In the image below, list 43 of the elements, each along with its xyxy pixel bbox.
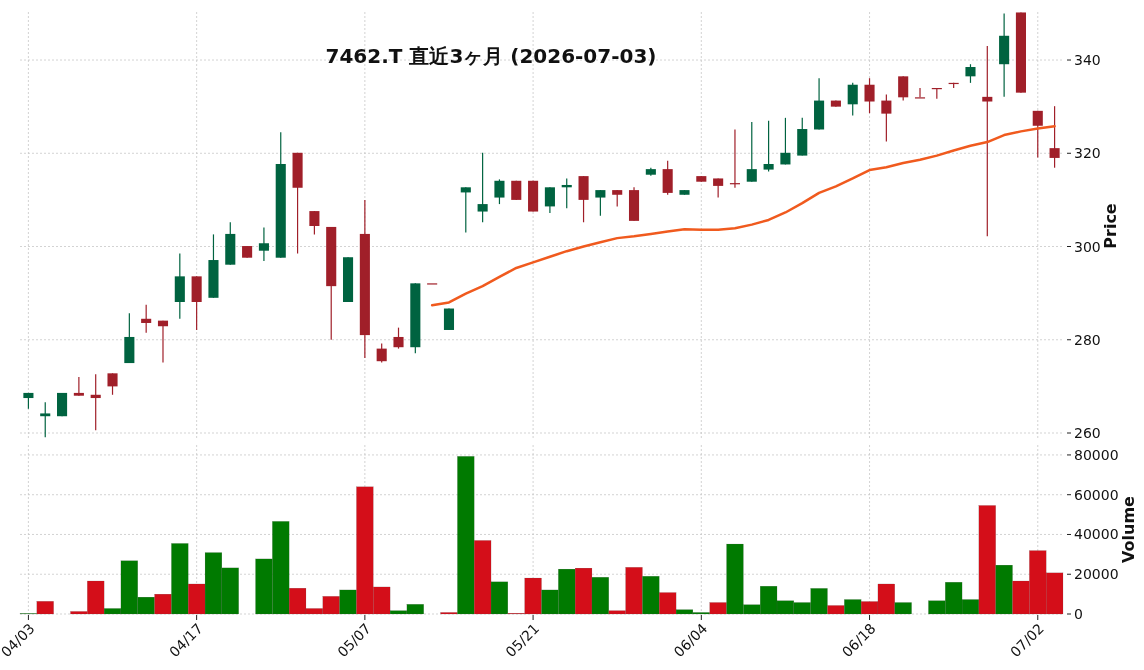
y-tick-label: 60000 — [1074, 486, 1119, 503]
candlestick — [578, 175, 589, 223]
candlestick — [1032, 110, 1043, 159]
candlestick — [393, 327, 404, 350]
y-tick-label: 260 — [1074, 425, 1101, 442]
candlestick — [914, 87, 926, 99]
candlestick — [746, 121, 757, 183]
candlestick — [107, 372, 118, 396]
y-axis-title: Price — [1101, 203, 1120, 249]
candlestick — [477, 152, 488, 223]
candlestick — [898, 75, 909, 102]
y-tick-label: 0 — [1074, 606, 1083, 622]
candlestick — [881, 93, 892, 143]
candlestick — [965, 63, 976, 84]
y-tick-label: 80000 — [1074, 446, 1119, 463]
line-series — [430, 124, 1056, 307]
candlestick — [1049, 105, 1060, 169]
candlestick — [847, 82, 858, 117]
candlestick — [780, 117, 791, 166]
candlestick — [90, 373, 101, 431]
candlestick — [73, 376, 84, 397]
y-tick-label: 300 — [1074, 238, 1101, 255]
y-tick-label: 280 — [1074, 331, 1101, 348]
candlestick — [494, 178, 505, 205]
candlestick — [713, 177, 724, 199]
candlestick — [763, 120, 774, 173]
candlestick — [141, 304, 152, 334]
candlestick — [982, 45, 993, 237]
candlestick — [864, 77, 875, 114]
candlestick — [460, 186, 471, 234]
candlestick — [376, 342, 387, 364]
y-tick-label: 340 — [1074, 52, 1101, 69]
candlestick — [258, 226, 269, 262]
candlestick — [40, 401, 51, 438]
candlestick — [544, 186, 555, 214]
candlestick — [662, 160, 673, 196]
y-tick-label: 20000 — [1074, 566, 1119, 583]
candlestick — [309, 210, 320, 235]
y-tick-label: 320 — [1074, 145, 1101, 162]
text: 7462.T 直近3ヶ月 (2026-07-03) — [325, 44, 657, 68]
candlestick — [595, 189, 606, 217]
y-tick-label: 40000 — [1074, 526, 1119, 543]
y-axis-title: Volume — [1119, 495, 1138, 563]
